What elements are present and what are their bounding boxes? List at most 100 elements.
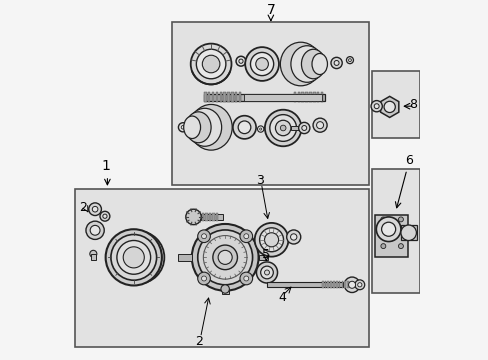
Text: 5: 5 — [262, 248, 270, 261]
Circle shape — [269, 114, 296, 141]
Circle shape — [197, 230, 210, 243]
Circle shape — [275, 120, 290, 136]
Ellipse shape — [280, 42, 321, 86]
Circle shape — [111, 234, 156, 280]
Bar — [204, 213, 207, 221]
Bar — [312, 93, 315, 102]
Bar — [215, 213, 218, 221]
Circle shape — [357, 283, 361, 287]
Bar — [221, 289, 228, 294]
Circle shape — [370, 100, 382, 112]
Circle shape — [346, 57, 353, 64]
Circle shape — [376, 217, 400, 242]
Ellipse shape — [190, 104, 232, 150]
Circle shape — [354, 280, 364, 290]
Ellipse shape — [187, 108, 221, 146]
Circle shape — [238, 121, 250, 134]
Bar — [258, 255, 268, 260]
Bar — [208, 213, 211, 221]
Circle shape — [221, 285, 229, 293]
Circle shape — [259, 128, 261, 130]
Circle shape — [123, 247, 144, 268]
Circle shape — [330, 57, 342, 69]
Bar — [293, 93, 296, 102]
Circle shape — [218, 250, 232, 264]
Bar — [305, 93, 307, 102]
Circle shape — [89, 203, 101, 216]
Circle shape — [196, 49, 225, 79]
Bar — [90, 254, 96, 260]
Circle shape — [380, 217, 385, 222]
Bar — [200, 214, 223, 220]
Circle shape — [398, 244, 403, 248]
Circle shape — [259, 228, 283, 252]
Circle shape — [232, 116, 256, 139]
Bar — [219, 93, 222, 102]
Circle shape — [280, 125, 285, 131]
Circle shape — [264, 270, 269, 275]
Circle shape — [92, 206, 98, 212]
Text: 2: 2 — [80, 201, 87, 214]
Circle shape — [373, 104, 378, 109]
Circle shape — [244, 234, 248, 239]
Bar — [211, 93, 214, 102]
Bar — [215, 93, 218, 102]
Circle shape — [240, 272, 252, 285]
Ellipse shape — [290, 46, 323, 82]
Circle shape — [197, 230, 252, 285]
Bar — [235, 93, 237, 102]
Circle shape — [102, 214, 107, 218]
Circle shape — [190, 44, 231, 84]
Bar — [172, 22, 368, 185]
Bar — [227, 93, 229, 102]
Circle shape — [380, 244, 385, 248]
Circle shape — [105, 229, 162, 285]
Circle shape — [244, 47, 278, 81]
Circle shape — [185, 209, 201, 225]
Circle shape — [257, 126, 264, 132]
Text: 2: 2 — [194, 334, 203, 347]
Text: 4: 4 — [278, 291, 285, 303]
Text: 8: 8 — [408, 98, 416, 111]
Circle shape — [264, 233, 278, 247]
Ellipse shape — [301, 49, 325, 79]
Circle shape — [238, 59, 243, 63]
Circle shape — [90, 225, 100, 235]
Circle shape — [90, 250, 97, 257]
Bar — [344, 281, 346, 288]
Bar — [371, 170, 419, 293]
Circle shape — [260, 266, 273, 279]
Circle shape — [298, 122, 309, 134]
Circle shape — [286, 230, 300, 244]
Circle shape — [255, 58, 268, 70]
Circle shape — [344, 277, 359, 293]
Bar — [75, 189, 368, 347]
Circle shape — [333, 60, 338, 66]
Bar — [346, 281, 348, 288]
Bar — [308, 93, 311, 102]
Bar — [297, 93, 300, 102]
Circle shape — [100, 211, 110, 221]
Circle shape — [400, 225, 416, 240]
Circle shape — [256, 262, 277, 283]
Circle shape — [236, 56, 245, 66]
Circle shape — [181, 126, 184, 129]
Circle shape — [398, 217, 403, 222]
Bar — [341, 281, 343, 288]
Bar — [324, 281, 326, 288]
Circle shape — [381, 222, 395, 236]
Circle shape — [348, 281, 355, 288]
Bar — [316, 93, 319, 102]
Circle shape — [86, 221, 104, 239]
Text: 6: 6 — [404, 154, 412, 167]
Bar — [201, 213, 203, 221]
Circle shape — [383, 101, 394, 113]
Circle shape — [201, 276, 206, 281]
Bar — [374, 215, 407, 257]
Bar — [338, 281, 340, 288]
Bar — [244, 94, 321, 100]
Polygon shape — [380, 96, 398, 117]
Bar — [335, 281, 337, 288]
Bar — [329, 281, 331, 288]
Circle shape — [197, 272, 210, 285]
